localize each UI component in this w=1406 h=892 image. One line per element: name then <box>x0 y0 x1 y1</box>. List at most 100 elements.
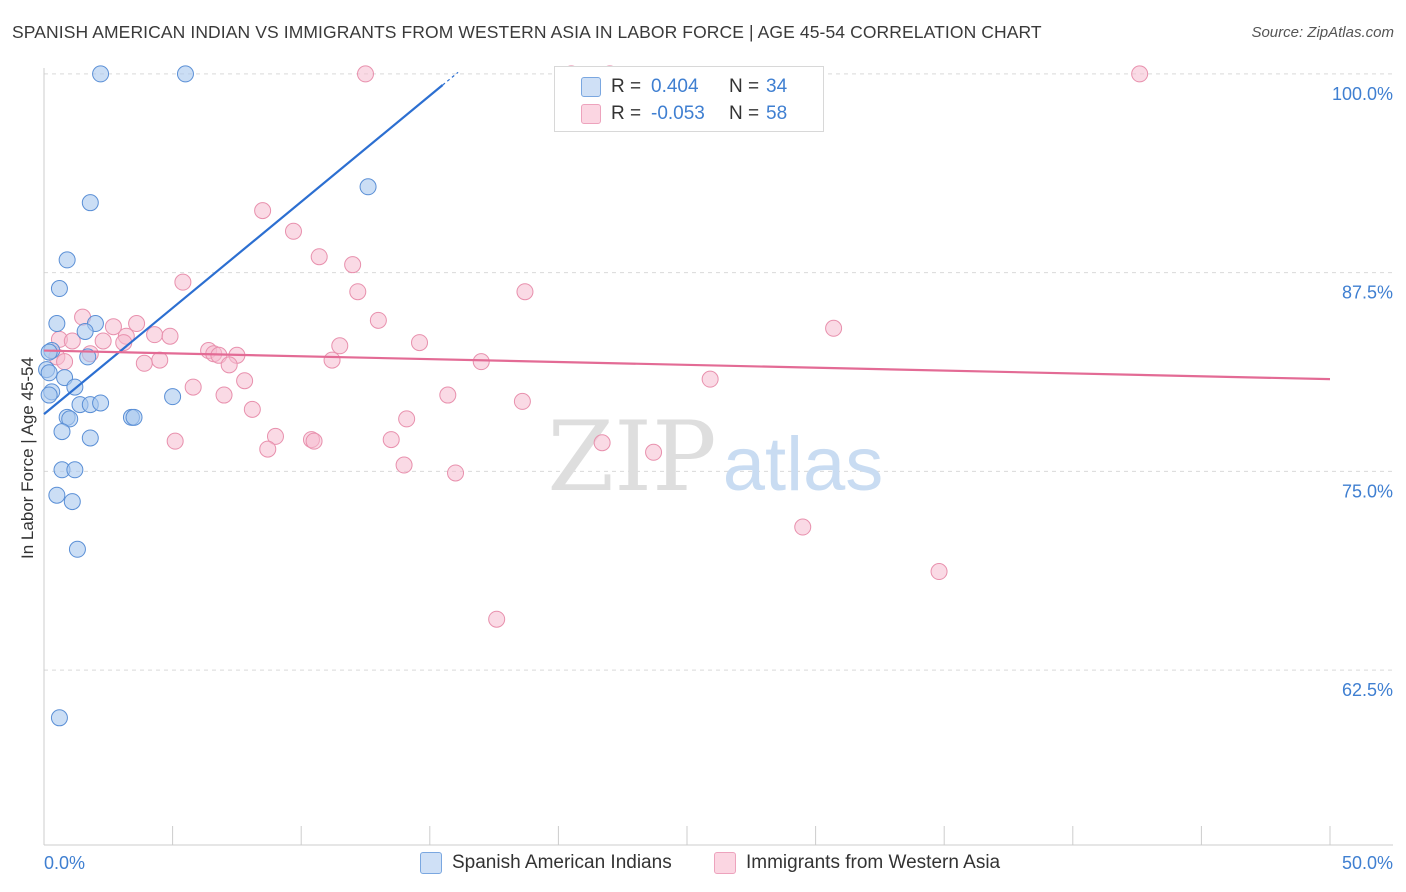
data-point-spanish <box>63 493 81 511</box>
legend-n-label: N = <box>729 103 760 124</box>
data-point-immigrants <box>135 354 153 372</box>
data-point-spanish <box>164 388 182 406</box>
data-point-immigrants <box>323 351 341 369</box>
legend-r-label: R = <box>611 76 642 97</box>
data-point-immigrants <box>284 222 302 240</box>
x-tick-label: 50.0% <box>1342 853 1393 873</box>
legend-item-immigrants[interactable]: Immigrants from Western Asia <box>714 852 1000 874</box>
data-point-spanish <box>92 394 110 412</box>
data-point-immigrants <box>310 248 328 266</box>
legend-swatch-blue <box>581 77 601 97</box>
data-point-immigrants <box>411 334 429 352</box>
data-point-immigrants <box>128 315 146 333</box>
data-point-spanish <box>68 540 86 558</box>
legend-n-value: 58 <box>766 103 788 124</box>
data-point-immigrants <box>488 610 506 628</box>
data-point-immigrants <box>243 400 261 418</box>
watermark: ZIP atlas <box>547 401 883 513</box>
data-point-immigrants <box>236 372 254 390</box>
data-point-spanish <box>50 280 68 298</box>
data-point-immigrants <box>104 318 122 336</box>
watermark-atlas: atlas <box>723 422 884 507</box>
trend-lines <box>43 71 1331 415</box>
y-tick-label: 100.0% <box>1332 84 1393 104</box>
data-point-immigrants <box>174 273 192 291</box>
data-point-immigrants <box>344 256 362 274</box>
trend-line-spanish <box>43 84 444 415</box>
data-point-immigrants <box>161 327 179 345</box>
legend-n-value: 34 <box>766 76 788 97</box>
data-point-immigrants <box>184 378 202 396</box>
data-point-spanish <box>48 315 66 333</box>
stats-legend: R = 0.404 N = 34 R = -0.053 N = 58 <box>554 66 824 132</box>
data-point-immigrants <box>1131 65 1149 83</box>
data-point-immigrants <box>930 563 948 581</box>
legend-label-spanish: Spanish American Indians <box>452 852 672 873</box>
data-point-immigrants <box>146 326 164 344</box>
legend-r-value: 0.404 <box>651 76 699 97</box>
series-legend: Spanish American Indians Immigrants from… <box>0 852 1406 878</box>
data-point-immigrants <box>220 356 238 374</box>
data-point-immigrants <box>94 332 112 350</box>
legend-r-label: R = <box>611 103 642 124</box>
legend-row-immigrants: R = -0.053 N = 58 <box>581 101 787 127</box>
data-point-spanish <box>48 486 66 504</box>
legend-item-spanish[interactable]: Spanish American Indians <box>420 852 672 874</box>
data-point-immigrants <box>357 65 374 83</box>
legend-row-spanish: R = 0.404 N = 34 <box>581 74 787 100</box>
data-point-immigrants <box>513 392 531 410</box>
data-point-spanish <box>40 343 58 361</box>
data-point-immigrants <box>382 431 400 449</box>
gridlines <box>44 73 1393 671</box>
axes <box>43 68 1393 846</box>
series-immigrants-points <box>48 65 1149 628</box>
data-point-spanish <box>40 364 58 382</box>
data-point-immigrants <box>349 283 367 301</box>
data-point-immigrants <box>825 319 843 337</box>
data-point-spanish <box>125 408 143 426</box>
y-axis-label: In Labor Force | Age 45-54 <box>18 357 37 559</box>
data-point-immigrants <box>472 353 490 371</box>
x-tick-label: 0.0% <box>44 853 85 873</box>
data-point-spanish <box>40 386 58 404</box>
data-point-immigrants <box>63 332 81 350</box>
data-point-immigrants <box>259 440 277 458</box>
legend-r-value: -0.053 <box>651 103 705 124</box>
data-point-spanish <box>50 709 68 727</box>
data-point-immigrants <box>369 311 387 329</box>
legend-swatch-pink <box>581 104 601 124</box>
watermark-zip: ZIP <box>547 401 716 513</box>
data-point-immigrants <box>151 351 169 369</box>
data-point-immigrants <box>645 443 663 461</box>
data-point-immigrants <box>254 202 272 220</box>
data-point-spanish <box>359 178 377 196</box>
source-credit: Source: ZipAtlas.com <box>1251 24 1394 41</box>
legend-swatch-pink <box>714 852 736 874</box>
data-point-immigrants <box>593 434 611 452</box>
data-point-spanish <box>53 423 71 441</box>
data-point-immigrants <box>215 386 233 404</box>
legend-label-immigrants: Immigrants from Western Asia <box>746 852 1001 873</box>
data-point-immigrants <box>266 427 284 445</box>
data-point-immigrants <box>516 283 534 301</box>
data-point-immigrants <box>331 337 349 355</box>
tick-labels: 62.5% 75.0% 87.5% 100.0% 0.0% 50.0% <box>44 84 1393 873</box>
data-point-spanish <box>76 322 94 340</box>
chart-title: SPANISH AMERICAN INDIAN VS IMMIGRANTS FR… <box>12 22 1042 42</box>
data-point-immigrants <box>439 386 457 404</box>
data-point-immigrants <box>447 464 465 482</box>
data-point-spanish <box>81 194 99 212</box>
data-point-immigrants <box>701 370 719 388</box>
legend-n-label: N = <box>729 76 760 97</box>
trend-line-immigrants <box>43 349 1331 381</box>
data-point-spanish <box>81 429 99 447</box>
data-point-immigrants <box>305 432 323 450</box>
legend-swatch-blue <box>420 852 442 874</box>
data-point-spanish <box>176 65 194 83</box>
y-tick-label: 87.5% <box>1342 283 1393 303</box>
data-point-spanish <box>61 410 79 428</box>
series-spanish-points <box>38 65 377 727</box>
data-point-spanish <box>66 461 84 479</box>
data-point-spanish <box>58 251 76 269</box>
